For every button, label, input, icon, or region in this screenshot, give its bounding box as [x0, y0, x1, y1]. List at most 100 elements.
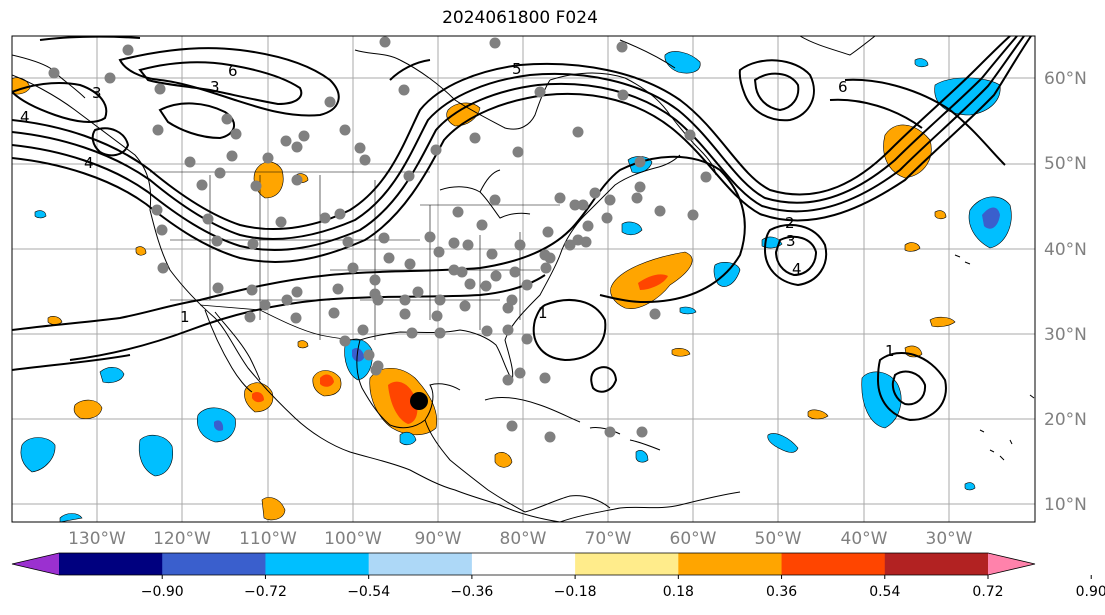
station-dot	[502, 374, 514, 386]
station-dot	[572, 126, 584, 138]
station-dot	[521, 333, 533, 345]
station-dot	[654, 205, 666, 217]
station-dot	[514, 367, 526, 379]
colorbar-segment	[162, 553, 266, 575]
colorbar-tick-label: 0.18	[663, 584, 694, 600]
station-dot	[649, 308, 661, 320]
station-dot	[399, 294, 411, 306]
station-dot	[244, 311, 256, 323]
station-dot	[247, 238, 259, 250]
station-dot	[291, 174, 303, 186]
station-dot	[490, 270, 502, 282]
station-dot	[521, 279, 533, 291]
colorbar-tick-label: 0.54	[869, 584, 900, 600]
station-dot	[486, 248, 498, 260]
station-dot	[509, 266, 521, 278]
colorbar-segment	[884, 553, 989, 575]
station-dot	[434, 294, 446, 306]
station-dot	[196, 179, 208, 191]
station-dot	[604, 194, 616, 206]
station-dot	[211, 235, 223, 247]
station-dot	[433, 246, 445, 258]
station-dot	[636, 426, 648, 438]
station-dot	[379, 36, 391, 48]
station-dot	[281, 294, 293, 306]
colorbar-tick-label: 0.72	[972, 584, 1003, 600]
station-dot	[319, 212, 331, 224]
contour-label-1b: 1	[538, 304, 548, 322]
colorbar	[11, 552, 1036, 576]
lon-label: 110°W	[239, 529, 297, 549]
station-dot	[372, 360, 384, 372]
colorbar-tick-label: 0.36	[766, 584, 797, 600]
station-dot	[104, 72, 116, 84]
contour-label-3b: 3	[210, 78, 220, 96]
station-dot	[481, 325, 493, 337]
colorbar-tick-label: −0.18	[554, 584, 597, 600]
station-dot	[372, 294, 384, 306]
station-dot	[347, 262, 359, 274]
station-dot	[404, 258, 416, 270]
station-dot	[339, 335, 351, 347]
station-dot	[359, 154, 371, 166]
colorbar-segment	[678, 553, 783, 575]
station-dot	[157, 262, 169, 274]
station-dot	[542, 226, 554, 238]
station-dot	[334, 208, 346, 220]
latitude-labels: 60°N 50°N 40°N 30°N 20°N 10°N	[1044, 69, 1087, 515]
contour-label-2: 2	[785, 214, 795, 232]
station-dot	[687, 209, 699, 221]
station-dot	[406, 327, 418, 339]
station-dot	[582, 220, 594, 232]
colorbar-tick-label: −0.90	[141, 584, 184, 600]
station-dot	[700, 171, 712, 183]
station-dot	[539, 372, 551, 384]
lon-label: 30°W	[926, 529, 973, 549]
colorbar-tick-label: −0.36	[450, 584, 493, 600]
station-dot	[357, 324, 369, 336]
contour-label-4: 4	[20, 108, 30, 126]
station-dot	[634, 181, 646, 193]
station-dot	[290, 312, 302, 324]
station-dot	[328, 307, 340, 319]
station-dot	[684, 129, 696, 141]
station-dot	[212, 282, 224, 294]
station-dot	[601, 212, 613, 224]
station-dot	[604, 426, 616, 438]
contour-label-4c: 4	[792, 260, 802, 278]
station-dot	[564, 239, 576, 251]
station-dot	[589, 187, 601, 199]
station-dot	[431, 310, 443, 322]
station-dot	[489, 194, 501, 206]
lon-label: 80°W	[500, 529, 547, 549]
colorbar-segment	[471, 553, 576, 575]
station-dot	[616, 41, 628, 53]
station-dot	[452, 206, 464, 218]
station-dot	[464, 278, 476, 290]
station-dot	[230, 128, 242, 140]
contour-label-1c: 1	[885, 342, 895, 360]
contour-labels: 4 3 3 6 4 5 1 1 2 3 4 6 1	[20, 60, 895, 360]
contour-label-6: 6	[228, 62, 238, 80]
station-dot	[544, 252, 556, 264]
station-dot	[154, 83, 166, 95]
contour-label-3c: 3	[786, 232, 796, 250]
lon-label: 40°W	[841, 529, 888, 549]
station-dot	[354, 142, 366, 154]
contour-label-4b: 4	[84, 154, 94, 172]
colorbar-segment	[575, 553, 679, 575]
station-dot	[226, 150, 238, 162]
lat-label: 20°N	[1044, 410, 1087, 430]
station-dot	[462, 239, 474, 251]
colorbar-extend-low	[12, 553, 59, 575]
station-dot	[48, 67, 60, 79]
station-dot	[378, 232, 390, 244]
station-dot	[184, 156, 196, 168]
station-dot	[448, 264, 460, 276]
station-dot	[151, 204, 163, 216]
station-dot	[631, 192, 643, 204]
station-dot	[476, 219, 488, 231]
station-dot	[544, 431, 556, 443]
contour-label-3: 3	[92, 84, 102, 102]
